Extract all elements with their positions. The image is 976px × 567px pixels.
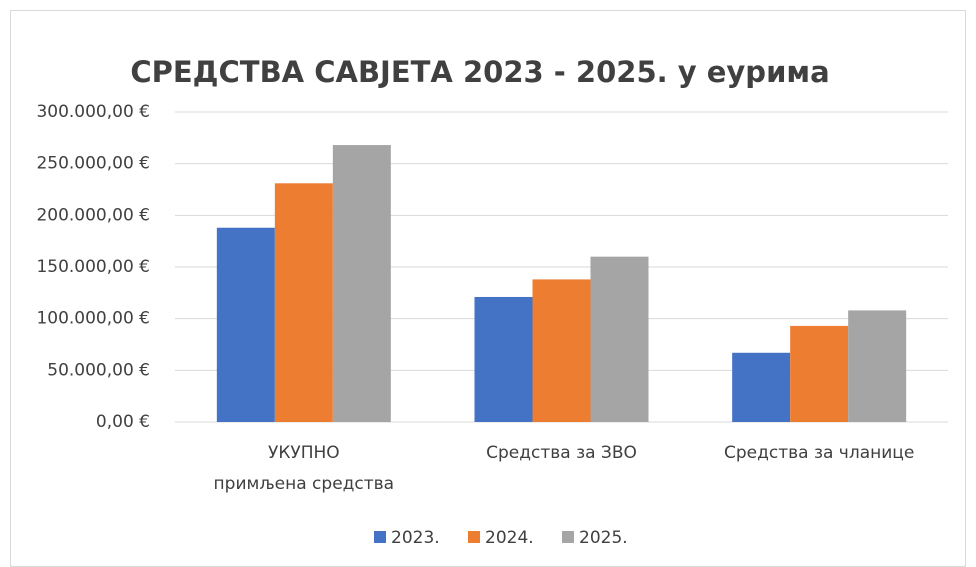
- bar: [332, 145, 391, 423]
- y-tick-label: 150.000,00 €: [36, 257, 150, 277]
- bar: [474, 296, 533, 422]
- x-tick-label: Средства за ЗВО: [486, 443, 637, 463]
- bar: [732, 352, 791, 422]
- y-tick-label: 0,00 €: [96, 412, 150, 432]
- bar: [532, 279, 591, 422]
- legend-label: 2024.: [485, 528, 534, 548]
- x-tick-label: Средства за чланице: [724, 443, 914, 463]
- legend-swatch: [468, 531, 480, 543]
- legend-label: 2025.: [579, 528, 628, 548]
- y-tick-label: 250.000,00 €: [36, 154, 150, 174]
- legend-label: 2023.: [391, 528, 440, 548]
- y-tick-label: 50.000,00 €: [47, 360, 150, 380]
- x-tick-label: УКУПНО примљена средства: [214, 443, 395, 494]
- chart-title: СРЕДСТВА САВЈЕТА 2023 - 2025. у еурима: [130, 55, 829, 89]
- y-tick-label: 100.000,00 €: [36, 309, 150, 329]
- y-tick-label: 200.000,00 €: [36, 205, 150, 225]
- y-tick-label: 300.000,00 €: [36, 102, 150, 122]
- chart-frame: [10, 10, 966, 567]
- bar: [590, 256, 649, 422]
- bar: [216, 227, 275, 422]
- legend-swatch: [562, 531, 574, 543]
- bar: [790, 325, 849, 422]
- legend-swatch: [374, 531, 386, 543]
- bar: [274, 183, 333, 422]
- bar: [848, 310, 907, 422]
